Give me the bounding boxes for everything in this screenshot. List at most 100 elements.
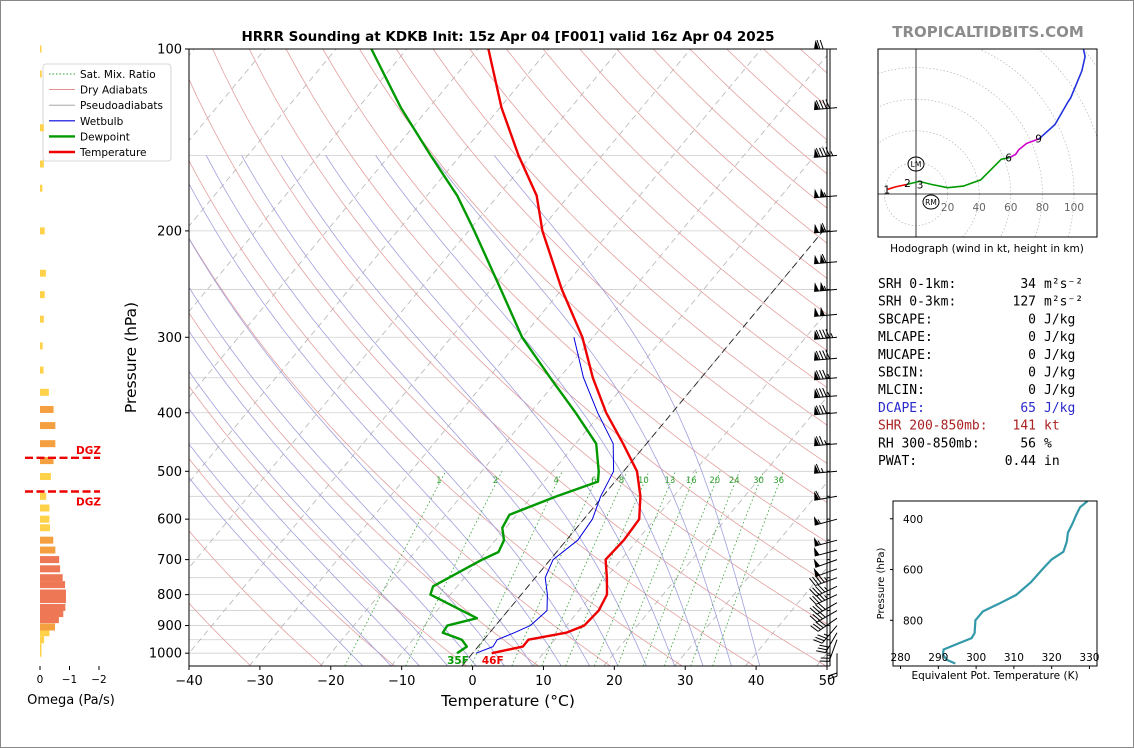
omega-bar xyxy=(40,160,44,168)
index-unit: J/kg xyxy=(1044,401,1075,416)
omega-axis-label: Omega (Pa/s) xyxy=(27,693,115,708)
mixing-ratio-label: 1 xyxy=(436,476,441,486)
theta-e-x-label: Equivalent Pot. Temperature (K) xyxy=(911,670,1078,682)
wind-barb xyxy=(813,546,838,557)
index-row: SBCIN: 0 J/kg xyxy=(878,366,1075,381)
mixing-ratio-label: 10 xyxy=(638,476,649,486)
hodograph-tick: 60 xyxy=(1004,202,1017,214)
omega-bar xyxy=(40,643,42,651)
y-tick-label: 100 xyxy=(157,43,182,58)
theta-e-x-tick: 280 xyxy=(891,652,911,664)
mixing-ratio-label: 16 xyxy=(686,476,697,486)
omega-bar xyxy=(40,70,42,78)
omega-bar xyxy=(40,457,54,465)
dgz-label: DGZ xyxy=(76,445,101,457)
omega-bar xyxy=(40,515,50,523)
y-tick-label: 400 xyxy=(157,406,182,421)
wind-barb xyxy=(816,632,838,654)
x-tick-label: −40 xyxy=(175,674,202,689)
x-tick-label: −10 xyxy=(388,674,415,689)
index-label: MLCAPE: xyxy=(878,330,933,345)
index-value: 56 xyxy=(1020,436,1036,451)
theta-e-x-tick: 300 xyxy=(966,652,986,664)
dewpoint-line xyxy=(370,49,600,655)
hodograph-trace xyxy=(887,183,907,191)
wind-barb xyxy=(813,516,838,526)
hodograph-frame xyxy=(877,48,1098,238)
x-tick-label: −20 xyxy=(317,674,344,689)
index-row: DCAPE: 65 J/kg xyxy=(878,401,1075,416)
mixing-ratio-label: 30 xyxy=(753,476,764,486)
index-unit: J/kg xyxy=(1044,330,1075,345)
omega-bar xyxy=(40,422,56,430)
index-value: 0 xyxy=(1028,330,1036,345)
theta-e-y-tick: 600 xyxy=(903,565,923,577)
index-value: 65 xyxy=(1020,401,1036,416)
index-row: MUCAPE: 0 J/kg xyxy=(878,348,1075,363)
wind-barb xyxy=(814,350,838,361)
index-unit: m²s⁻² xyxy=(1044,295,1083,310)
wind-barb xyxy=(809,593,838,605)
mixing-ratio-label: 24 xyxy=(729,476,740,486)
mixing-ratio-label: 2 xyxy=(493,476,498,486)
index-label: SRH 0-1km: xyxy=(878,277,956,292)
index-value: 0 xyxy=(1028,366,1036,381)
wind-barb xyxy=(809,574,838,587)
omega-bar xyxy=(40,184,43,192)
omega-bar xyxy=(40,556,60,564)
theta-e-y-tick: 800 xyxy=(903,615,923,627)
x-axis-label: Temperature (°C) xyxy=(440,692,575,710)
wind-barb xyxy=(814,329,838,340)
index-label: PWAT: xyxy=(878,454,917,469)
legend-label: Pseudoadiabats xyxy=(80,100,163,112)
index-label: SHR 200-850mb: xyxy=(878,419,988,434)
omega-bar xyxy=(40,581,66,589)
index-unit: kt xyxy=(1044,419,1060,434)
mixing-ratio-label: 8 xyxy=(619,476,624,486)
omega-tick-label: 0 xyxy=(37,674,44,686)
wind-barb xyxy=(814,463,838,474)
dgz-label: DGZ xyxy=(76,497,101,509)
y-tick-label: 1000 xyxy=(149,647,182,662)
y-tick-label: 500 xyxy=(157,465,182,480)
theta-e-x-tick: 310 xyxy=(1004,652,1024,664)
omega-bar xyxy=(40,124,44,132)
wind-barb xyxy=(814,281,838,292)
omega-bar xyxy=(40,473,51,481)
omega-bar xyxy=(40,610,64,618)
hodograph-tick: 100 xyxy=(1064,202,1084,214)
wind-barb xyxy=(813,625,838,644)
omega-bar xyxy=(40,536,54,544)
omega-bar xyxy=(40,45,42,53)
wind-barb xyxy=(813,558,838,568)
hodograph-marker: 6 xyxy=(1005,153,1012,165)
wetbulb-line xyxy=(475,337,615,654)
omega-bar xyxy=(40,492,47,500)
omega-bar xyxy=(40,649,42,657)
watermark: TROPICALTIDBITS.COM xyxy=(892,23,1084,41)
index-label: DCAPE: xyxy=(878,401,925,416)
mixing-ratio-label: 13 xyxy=(664,476,675,486)
wind-barb xyxy=(814,39,837,50)
index-label: SRH 0-3km: xyxy=(878,295,956,310)
index-row: PWAT: 0.44 in xyxy=(878,454,1060,469)
omega-bar xyxy=(40,596,66,604)
y-tick-label: 800 xyxy=(157,588,182,603)
index-label: RH 300-850mb: xyxy=(878,436,980,451)
omega-bar xyxy=(40,269,46,277)
index-unit: % xyxy=(1044,436,1052,451)
index-label: MLCIN: xyxy=(878,383,925,398)
hodograph-marker: 9 xyxy=(1035,134,1042,146)
omega-bar xyxy=(40,603,66,611)
index-value: 0 xyxy=(1028,348,1036,363)
omega-panel: DGZ DGZ 0 −1 −2 Omega (Pa/s) xyxy=(25,45,115,708)
omega-bar xyxy=(40,504,50,512)
x-tick-label: 20 xyxy=(606,674,623,689)
hodograph-caption: Hodograph (wind in kt, height in km) xyxy=(890,243,1084,255)
legend-label: Dry Adiabats xyxy=(80,85,148,97)
surface-dewpoint-label: 35F xyxy=(447,655,469,667)
omega-bar xyxy=(40,227,45,235)
omega-bar xyxy=(40,546,56,554)
y-tick-label: 600 xyxy=(157,513,182,528)
